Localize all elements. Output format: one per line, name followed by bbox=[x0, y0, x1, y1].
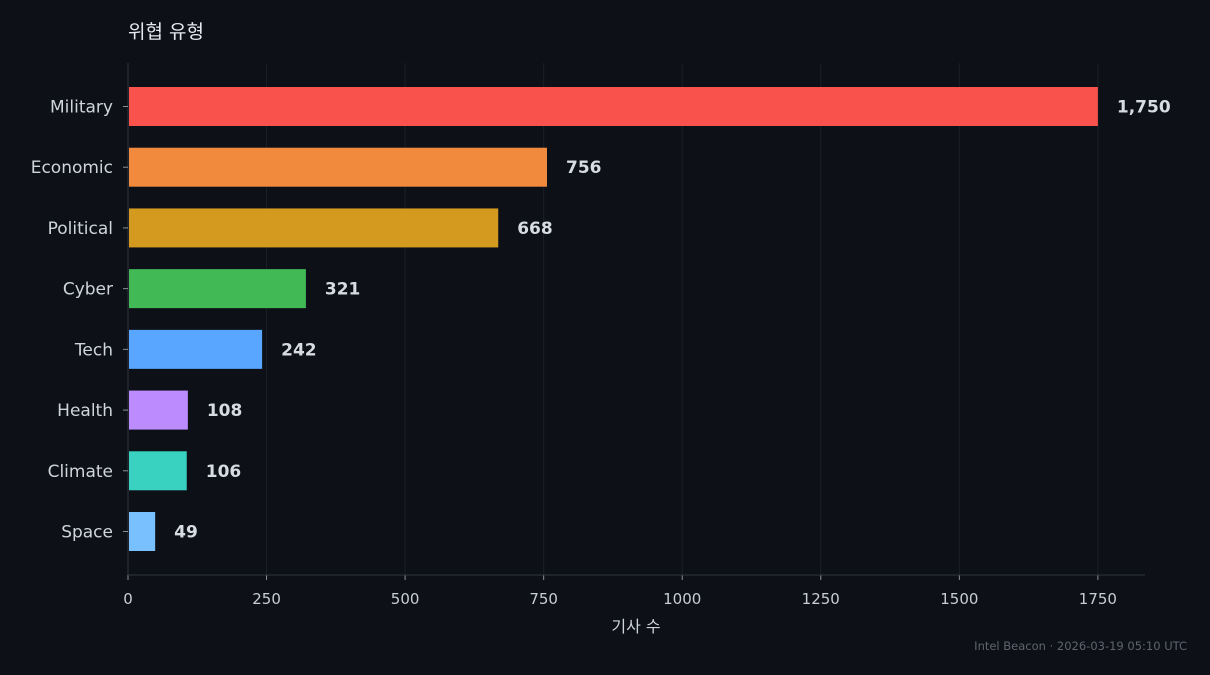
bar-tech bbox=[129, 329, 263, 369]
value-label-tech: 242 bbox=[281, 340, 317, 360]
bar-health bbox=[129, 390, 188, 430]
chart-title: 위협 유형 bbox=[128, 21, 204, 43]
x-tick-label: 1500 bbox=[940, 590, 978, 608]
category-label-cyber: Cyber bbox=[63, 280, 113, 300]
x-tick-label: 750 bbox=[529, 590, 558, 608]
bar-space bbox=[129, 512, 156, 551]
bar-economic bbox=[129, 147, 547, 187]
x-tick-label: 250 bbox=[252, 590, 281, 608]
value-label-political: 668 bbox=[517, 219, 553, 239]
x-tick-label: 500 bbox=[391, 590, 420, 608]
value-labels: 1,750 756 668 321 242 108 106 49 bbox=[174, 98, 1171, 543]
category-label-space: Space bbox=[61, 523, 113, 543]
x-tick-label: 0 bbox=[123, 590, 133, 608]
bar-military bbox=[129, 87, 1098, 126]
value-label-space: 49 bbox=[174, 523, 198, 543]
y-category-labels: Military Economic Political Cyber Tech Health… bbox=[31, 98, 113, 543]
category-label-tech: Tech bbox=[74, 340, 113, 360]
bar-cyber bbox=[129, 269, 306, 309]
footer-text: Intel Beacon · 2026-03-19 05:10 UTC bbox=[974, 639, 1187, 653]
grid-lines bbox=[266, 63, 1099, 575]
axes bbox=[123, 63, 1145, 580]
x-tick-label: 1750 bbox=[1079, 590, 1117, 608]
x-tick-label: 1250 bbox=[802, 590, 840, 608]
bar-political bbox=[129, 208, 499, 248]
value-label-military: 1,750 bbox=[1117, 98, 1171, 118]
value-label-economic: 756 bbox=[566, 158, 602, 178]
value-label-health: 108 bbox=[207, 401, 243, 421]
value-label-climate: 106 bbox=[206, 462, 242, 482]
x-tick-labels: 0 250 500 750 1000 1250 1500 1750 bbox=[123, 590, 1117, 608]
category-label-political: Political bbox=[48, 219, 113, 239]
category-label-economic: Economic bbox=[31, 158, 113, 178]
bar-climate bbox=[129, 451, 187, 491]
category-label-health: Health bbox=[57, 401, 113, 421]
category-label-military: Military bbox=[50, 98, 113, 118]
x-axis-label: 기사 수 bbox=[611, 617, 660, 636]
x-tick-label: 1000 bbox=[663, 590, 701, 608]
value-label-cyber: 321 bbox=[325, 280, 361, 300]
bars bbox=[129, 87, 1098, 551]
category-label-climate: Climate bbox=[48, 462, 113, 482]
